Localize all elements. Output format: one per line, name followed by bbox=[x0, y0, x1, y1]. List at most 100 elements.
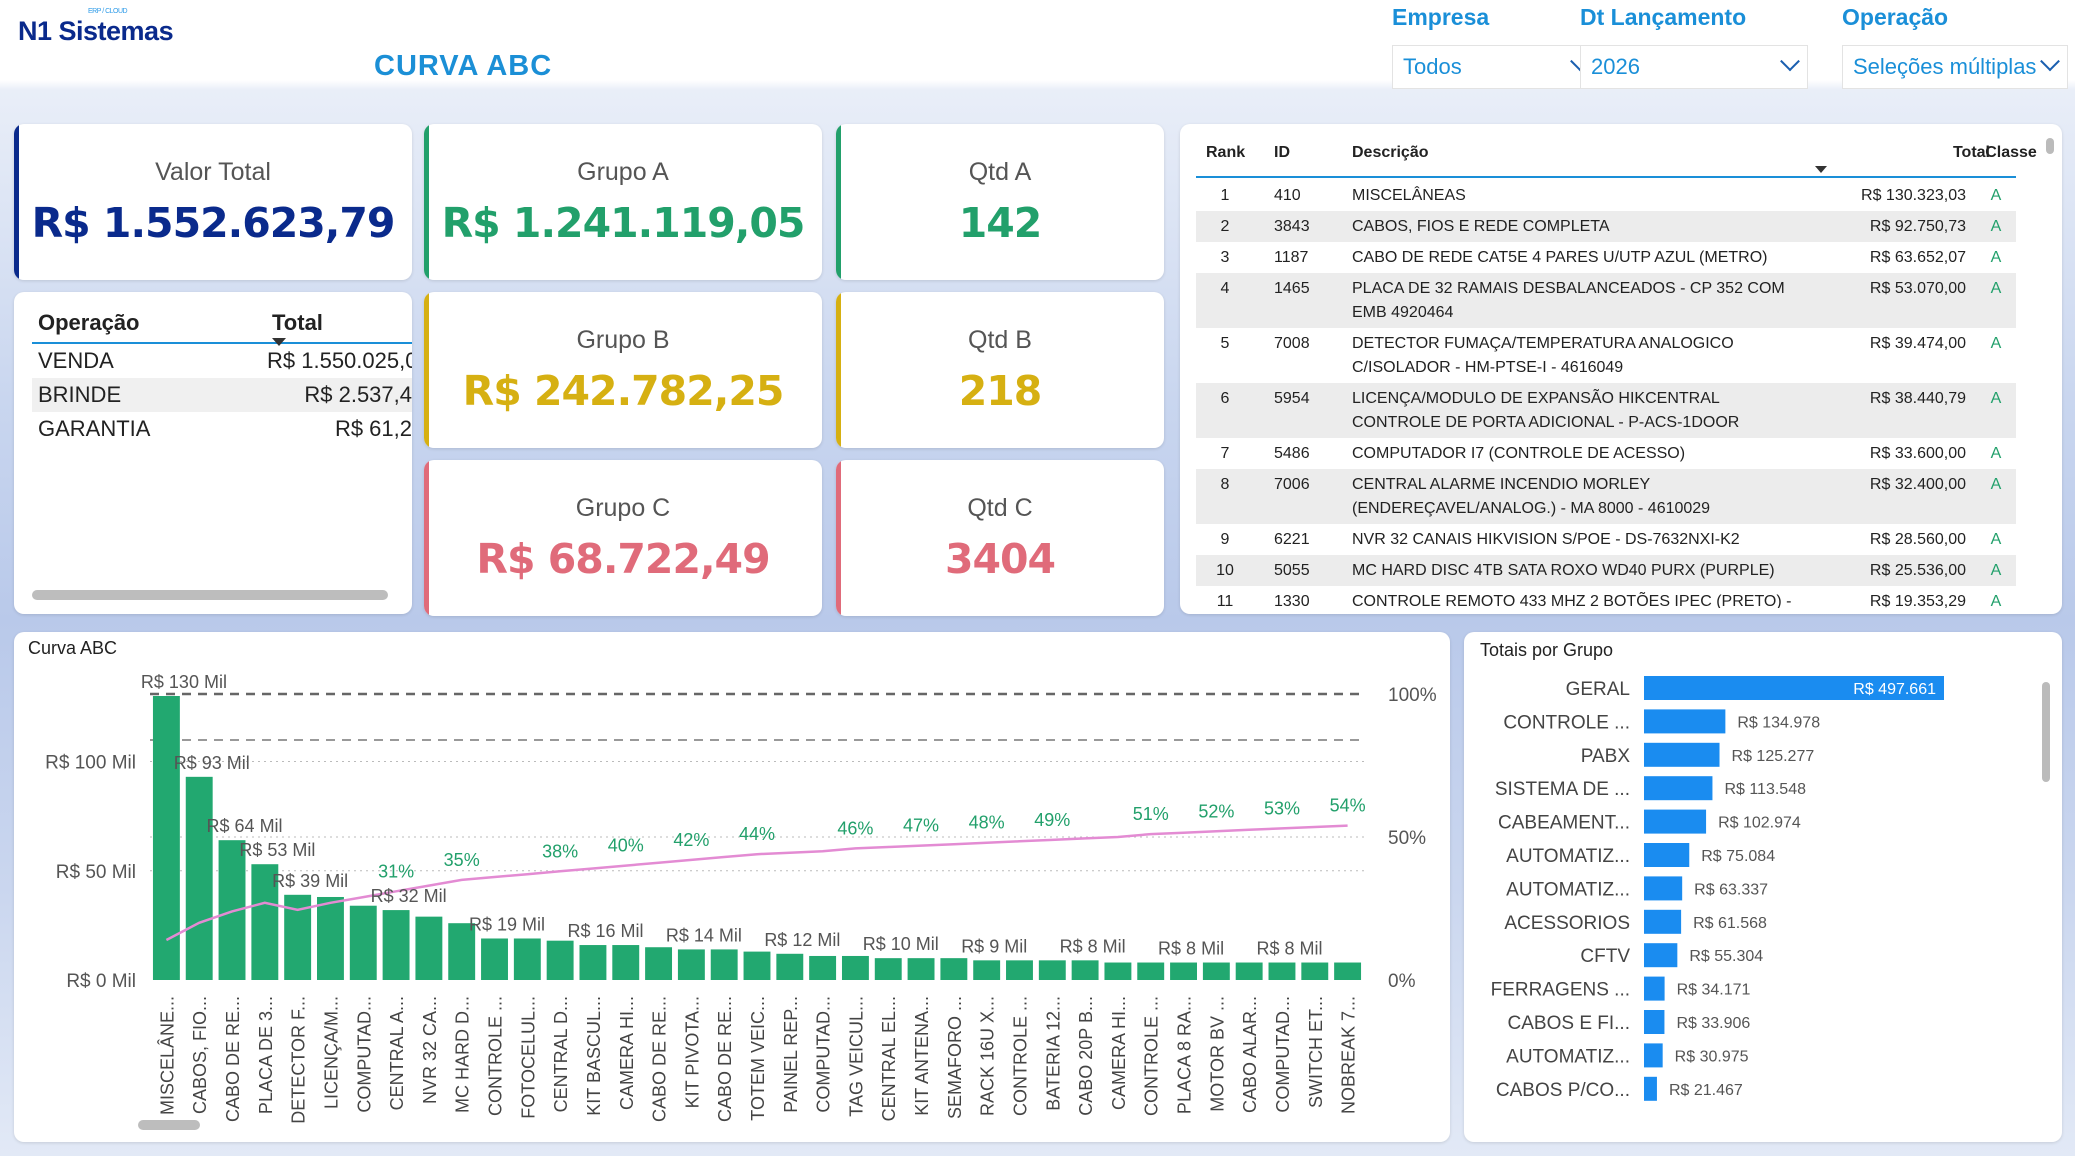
x-axis-tick-label: TOTEM VEIC... bbox=[748, 996, 768, 1121]
rank-table-card: Rank ID Descrição Total Classe 1 410 MISCE… bbox=[1180, 124, 2062, 614]
bar bbox=[677, 949, 705, 980]
bar bbox=[612, 945, 640, 980]
bar bbox=[1644, 909, 1682, 934]
slicer-operacao-dropdown[interactable]: Seleções múltiplas bbox=[1842, 45, 2068, 89]
x-axis-tick-label: CAMERA HI... bbox=[1109, 996, 1129, 1110]
bar bbox=[1644, 976, 1665, 1001]
totais-grupo-chart: GERAL R$ 497.661 CONTROLE ... R$ 134.978 PAB… bbox=[1491, 676, 1944, 1101]
kpi-qtd-a: Qtd A 142 bbox=[836, 124, 1164, 280]
cell-classe: A bbox=[1990, 335, 2002, 352]
horizontal-scrollbar[interactable] bbox=[138, 1120, 200, 1130]
cumulative-line bbox=[165, 824, 1348, 942]
bar-data-label: R$ 61.568 bbox=[1693, 915, 1767, 932]
bar-data-label: R$ 39 Mil bbox=[272, 871, 348, 891]
cell-classe: A bbox=[1990, 445, 2002, 462]
header-rank[interactable]: Rank bbox=[1206, 144, 1246, 161]
x-axis-tick-label: COMPUTAD... bbox=[354, 996, 374, 1113]
line-data-label: 52% bbox=[1198, 801, 1234, 821]
bar-data-label: R$ 19 Mil bbox=[469, 914, 545, 934]
header-descricao[interactable]: Descrição bbox=[1352, 144, 1429, 161]
bar-data-label: R$ 497.661 bbox=[1853, 681, 1936, 698]
bar bbox=[1644, 1010, 1665, 1034]
table-row[interactable]: GARANTIA R$ 61,2 bbox=[32, 412, 412, 446]
cell-total: R$ 63.652,07 bbox=[1869, 249, 1966, 266]
category-label: PABX bbox=[1581, 746, 1631, 767]
operacao-table-body: VENDA R$ 1.550.025,0 BRINDE R$ 2.537,4 G… bbox=[32, 344, 412, 446]
table-row[interactable]: VENDA R$ 1.550.025,0 bbox=[32, 344, 412, 378]
x-axis-tick-label: MOTOR BV ... bbox=[1207, 996, 1227, 1112]
cell-desc: NVR 32 CANAIS HIKVISION S/POE - DS-7632N… bbox=[1352, 531, 1740, 548]
bar bbox=[1644, 876, 1683, 901]
category-label: GERAL bbox=[1566, 679, 1630, 700]
cell-desc: CABOS, FIOS E REDE COMPLETA bbox=[1352, 218, 1610, 235]
x-axis-tick-label: FOTOCELUL... bbox=[518, 996, 538, 1119]
bar-data-label: R$ 53 Mil bbox=[239, 840, 315, 860]
line-data-label: 48% bbox=[969, 813, 1005, 833]
header-total[interactable]: Total bbox=[1952, 144, 1990, 161]
bar bbox=[907, 958, 935, 980]
bar bbox=[1644, 742, 1720, 767]
cell-total: R$ 53.070,00 bbox=[1869, 280, 1966, 297]
kpi-accent-bar bbox=[424, 292, 429, 448]
category-label: CABOS P/CO... bbox=[1496, 1080, 1630, 1101]
table-row[interactable]: 2 3843 CABOS, FIOS E REDE COMPLETA R$ 92.75… bbox=[1196, 211, 2016, 242]
table-row[interactable]: 10 5055 MC HARD DISC 4TB SATA ROXO WD40 PU… bbox=[1196, 555, 2016, 586]
bar bbox=[1334, 962, 1362, 980]
line-data-label: 54% bbox=[1330, 796, 1366, 816]
x-axis-tick-label: NOBREAK 7... bbox=[1339, 996, 1359, 1114]
category-label: AUTOMATIZ... bbox=[1506, 879, 1630, 900]
table-row[interactable]: BRINDE R$ 2.537,4 bbox=[32, 378, 412, 412]
table-row[interactable]: 11 1330 CONTROLE REMOTO 433 MHZ 2 BOTÕES I… bbox=[1196, 586, 2016, 608]
header-id[interactable]: ID bbox=[1274, 144, 1290, 161]
cell-rank: 2 bbox=[1220, 218, 1230, 235]
cell-desc: CABO DE REDE CAT5E 4 PARES U/UTP AZUL (M… bbox=[1352, 249, 1768, 266]
header-total[interactable]: Total bbox=[272, 310, 323, 335]
cell-total: R$ 33.600,00 bbox=[1869, 445, 1966, 462]
bar-data-label: R$ 93 Mil bbox=[174, 753, 250, 773]
table-row[interactable]: 4 1465 PLACA DE 32 RAMAIS DESBALANCEADOS -… bbox=[1196, 273, 2016, 328]
table-row[interactable]: 6 5954 LICENÇA/MODULO DE EXPANSÃO HIKCENTR… bbox=[1196, 383, 2016, 438]
table-row[interactable]: 3 1187 CABO DE REDE CAT5E 4 PARES U/UTP AZ… bbox=[1196, 242, 2016, 273]
table-row[interactable]: 8 7006 CENTRAL ALARME INCENDIO MORLEY (END… bbox=[1196, 469, 2016, 524]
slicer-empresa-label: Empresa bbox=[1392, 4, 1490, 30]
x-axis-tick-label: BATERIA 12... bbox=[1043, 996, 1063, 1111]
cell-classe: A bbox=[1990, 562, 2002, 579]
table-row[interactable]: 9 6221 NVR 32 CANAIS HIKVISION S/POE - DS-… bbox=[1196, 524, 2016, 555]
bar-data-label: R$ 8 Mil bbox=[1256, 939, 1322, 959]
bar-data-label: R$ 55.304 bbox=[1689, 948, 1763, 965]
cell-classe: A bbox=[1990, 280, 2002, 297]
kpi-grupo-a-label: Grupo A bbox=[577, 157, 669, 186]
x-axis-tick-label: TAG VEICUL... bbox=[846, 996, 866, 1117]
bar-data-label: R$ 9 Mil bbox=[961, 936, 1027, 956]
horizontal-scrollbar[interactable] bbox=[32, 590, 388, 600]
bar bbox=[185, 776, 213, 980]
bar bbox=[973, 960, 1001, 980]
kpi-grupo-a: Grupo A R$ 1.241.119,05 bbox=[424, 124, 822, 280]
table-row[interactable]: 1 410 MISCELÂNEAS R$ 130.323,03 A bbox=[1196, 180, 2016, 211]
cell-desc: LICENÇA/MODULO DE EXPANSÃO HIKCENTRAL CO… bbox=[1352, 390, 1740, 431]
bar bbox=[710, 949, 738, 980]
kpi-qtd-b-label: Qtd B bbox=[968, 325, 1032, 354]
line-data-label: 47% bbox=[903, 816, 939, 836]
bar bbox=[546, 940, 574, 980]
curva-abc-title: Curva ABC bbox=[28, 638, 118, 658]
header-classe[interactable]: Classe bbox=[1985, 144, 2037, 161]
slicer-dt-dropdown[interactable]: 2026 bbox=[1580, 45, 1808, 89]
table-row[interactable]: 5 7008 DETECTOR FUMAÇA/TEMPERATURA ANALOGI… bbox=[1196, 328, 2016, 383]
line-data-label: 40% bbox=[608, 836, 644, 856]
vertical-scrollbar[interactable] bbox=[2046, 138, 2054, 154]
category-label: CONTROLE ... bbox=[1503, 712, 1630, 733]
slicer-empresa-dropdown[interactable]: Todos bbox=[1392, 45, 1598, 89]
bar bbox=[513, 938, 541, 980]
kpi-qtd-c: Qtd C 3404 bbox=[836, 460, 1164, 616]
vertical-scrollbar[interactable] bbox=[2042, 682, 2050, 782]
kpi-accent-bar bbox=[836, 124, 841, 280]
kpi-grupo-a-value: R$ 1.241.119,05 bbox=[441, 198, 806, 247]
line-data-label: 31% bbox=[378, 861, 414, 881]
table-row[interactable]: 7 5486 COMPUTADOR I7 (CONTROLE DE ACESSO) R… bbox=[1196, 438, 2016, 469]
bar bbox=[1644, 676, 1944, 700]
x-axis-tick-label: CABO 20P B... bbox=[1076, 996, 1096, 1116]
header-operacao[interactable]: Operação bbox=[38, 310, 140, 335]
cell-rank: 6 bbox=[1220, 390, 1230, 407]
x-axis-tick-label: CONTROLE ... bbox=[1142, 996, 1162, 1116]
